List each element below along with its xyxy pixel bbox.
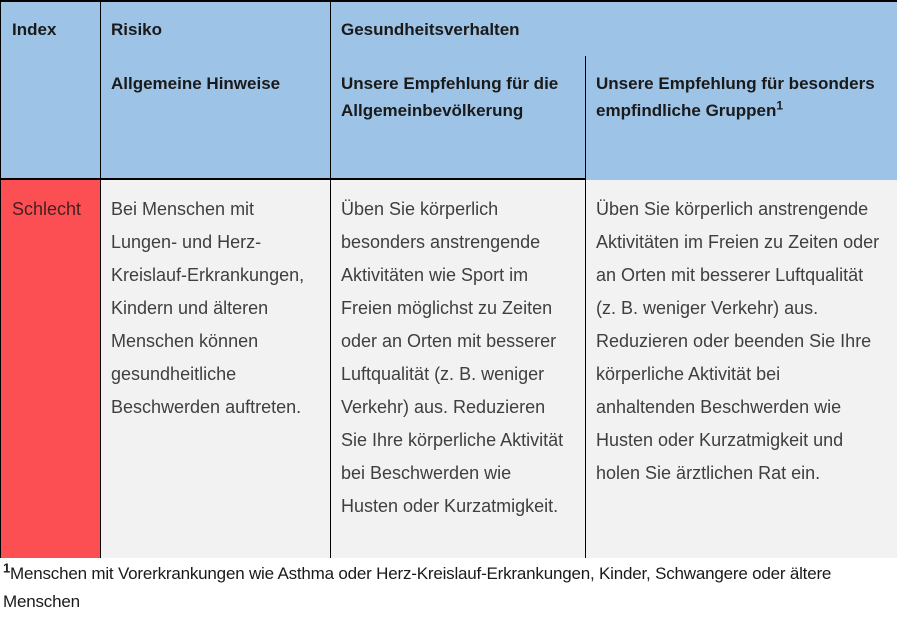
header-label-gesundheitsverhalten: Gesundheitsverhalten bbox=[341, 20, 520, 39]
text-allgemeine-hinweise: Bei Menschen mit Lungen- und Herz-Kreisl… bbox=[111, 199, 305, 417]
header-label-allgemeine-hinweise: Allgemeine Hinweise bbox=[111, 74, 281, 93]
header-cell-empfehlung-allgemeinbevoelkerung: Unsere Empfehlung für die Allgemeinbevöl… bbox=[330, 56, 585, 180]
text-empfehlung-empfindliche-gruppen: Üben Sie körperlich anstrengende Aktivit… bbox=[596, 199, 880, 483]
footnote-text: Menschen mit Vorerkrankungen wie Asthma … bbox=[3, 564, 832, 611]
index-label-schlecht: Schlecht bbox=[12, 199, 82, 219]
header-label-empfehlung-empfindliche-gruppen: Unsere Empfehlung für besonders empfindl… bbox=[596, 74, 875, 120]
footnote-marker: 1 bbox=[776, 98, 784, 113]
text-empfehlung-allgemeinbevoelkerung: Üben Sie körperlich besonders anstrengen… bbox=[341, 199, 564, 516]
cell-empfehlung-empfindliche-gruppen: Üben Sie körperlich anstrengende Aktivit… bbox=[585, 180, 897, 558]
cell-allgemeine-hinweise: Bei Menschen mit Lungen- und Herz-Kreisl… bbox=[100, 180, 330, 558]
footnote-superscript: 1 bbox=[3, 560, 11, 576]
air-quality-recommendation-table: Index Risiko Allgemeine Hinweise Gesundh… bbox=[0, 0, 897, 558]
index-cell-schlecht: Schlecht bbox=[1, 180, 100, 558]
header-cell-empfehlung-empfindliche-gruppen: Unsere Empfehlung für besonders empfindl… bbox=[585, 56, 897, 180]
header-label-empfehlung-allgemeinbevoelkerung: Unsere Empfehlung für die Allgemeinbevöl… bbox=[341, 74, 559, 120]
footnote: 1Menschen mit Vorerkrankungen wie Asthma… bbox=[3, 560, 885, 616]
header-label-index: Index bbox=[12, 20, 57, 39]
header-label-risiko: Risiko bbox=[111, 20, 163, 39]
header-cell-gesundheitsverhalten: Gesundheitsverhalten bbox=[330, 2, 897, 56]
header-cell-risiko: Risiko Allgemeine Hinweise bbox=[100, 2, 330, 180]
header-cell-index: Index bbox=[1, 2, 100, 180]
cell-empfehlung-allgemeinbevoelkerung: Üben Sie körperlich besonders anstrengen… bbox=[330, 180, 585, 558]
